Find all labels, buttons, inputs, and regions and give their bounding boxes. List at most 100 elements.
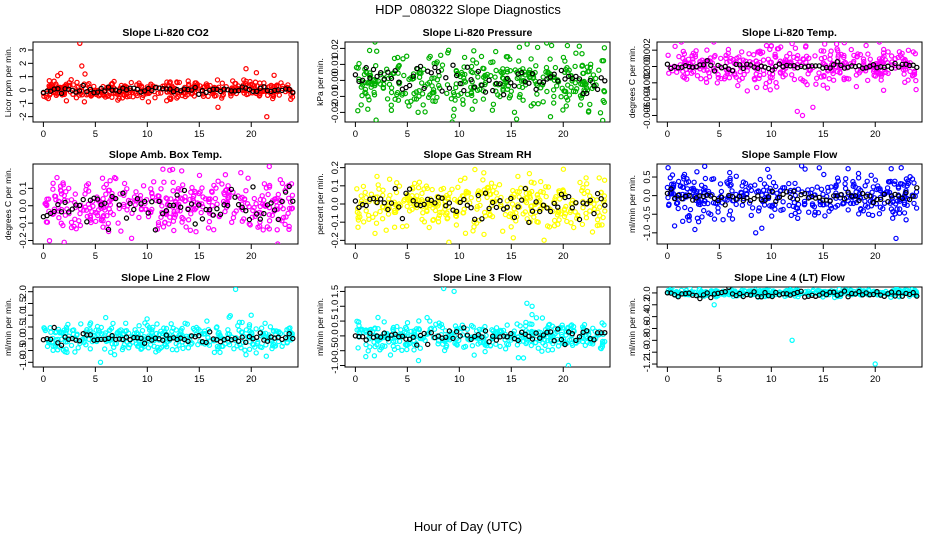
reference-point xyxy=(363,64,369,71)
reference-point xyxy=(261,210,267,217)
data-point xyxy=(439,324,446,331)
data-point xyxy=(821,171,827,178)
data-point xyxy=(682,204,688,211)
reference-point xyxy=(591,210,597,217)
reference-point xyxy=(881,293,888,299)
data-point xyxy=(169,346,176,353)
data-point xyxy=(770,179,777,186)
data-point xyxy=(392,96,398,102)
reference-point xyxy=(906,196,913,203)
data-point xyxy=(800,56,806,62)
data-point xyxy=(374,173,380,180)
data-point xyxy=(358,327,365,333)
reference-point xyxy=(457,199,463,206)
data-point xyxy=(114,331,121,337)
reference-point xyxy=(84,219,90,225)
data-point xyxy=(420,102,426,108)
reference-point xyxy=(443,74,449,81)
data-point xyxy=(233,208,239,214)
data-point xyxy=(514,342,521,348)
data-point xyxy=(736,77,743,83)
reference-point xyxy=(185,338,191,344)
series-points xyxy=(352,166,608,244)
reference-point xyxy=(729,67,736,74)
data-point xyxy=(83,186,89,193)
reference-point xyxy=(243,339,249,345)
reference-point xyxy=(515,204,521,210)
data-point xyxy=(153,349,159,355)
reference-point xyxy=(529,70,536,77)
reference-point xyxy=(243,207,249,214)
data-point xyxy=(843,175,849,182)
data-point xyxy=(257,196,263,203)
series-points xyxy=(40,42,296,120)
data-point xyxy=(251,195,257,202)
reference-point xyxy=(831,289,837,295)
data-point xyxy=(435,341,441,347)
data-point xyxy=(445,50,451,56)
data-point xyxy=(401,198,407,204)
data-point xyxy=(907,68,913,75)
data-point xyxy=(196,190,202,197)
reference-point xyxy=(547,329,554,335)
data-point xyxy=(503,54,510,60)
reference-point xyxy=(722,289,728,295)
data-point xyxy=(262,320,268,326)
data-point xyxy=(468,194,474,201)
y-tick-label: 0.5 xyxy=(642,170,653,183)
data-point xyxy=(214,77,221,83)
data-point xyxy=(411,180,418,187)
y-tick-label: 0.2 xyxy=(330,161,341,174)
x-tick-label: 10 xyxy=(766,251,777,262)
data-point xyxy=(792,180,798,187)
data-point xyxy=(816,70,822,76)
data-point xyxy=(533,339,539,346)
data-point xyxy=(506,95,513,101)
reference-point xyxy=(598,195,604,202)
data-point xyxy=(475,190,481,196)
data-point xyxy=(725,50,731,57)
data-point xyxy=(471,352,477,358)
data-point xyxy=(253,350,259,356)
data-point xyxy=(407,197,414,204)
reference-point xyxy=(359,77,366,84)
data-point xyxy=(568,220,574,226)
data-point xyxy=(360,183,367,190)
data-point xyxy=(579,338,586,345)
data-point xyxy=(243,187,249,194)
reference-point xyxy=(374,73,380,80)
data-point xyxy=(167,167,173,173)
data-point xyxy=(583,214,590,221)
data-point xyxy=(460,101,466,107)
data-point xyxy=(911,68,918,75)
reference-point xyxy=(769,67,775,73)
x-tick-label: 0 xyxy=(41,129,46,140)
data-point xyxy=(574,85,580,92)
data-point xyxy=(58,220,65,226)
data-point xyxy=(711,216,718,222)
data-point xyxy=(545,347,551,353)
data-point xyxy=(534,218,540,225)
y-tick-label: 0.02 xyxy=(330,39,341,58)
reference-point xyxy=(751,195,757,202)
data-point xyxy=(372,42,378,45)
data-point xyxy=(115,97,121,103)
data-point xyxy=(484,343,490,349)
data-point xyxy=(865,77,871,84)
data-point xyxy=(174,79,180,85)
data-point xyxy=(818,48,824,54)
data-point xyxy=(366,97,372,103)
data-point xyxy=(474,203,480,210)
reference-point xyxy=(112,195,119,202)
data-point xyxy=(417,335,423,342)
reference-point xyxy=(765,194,772,200)
data-point xyxy=(718,188,725,195)
data-point xyxy=(461,206,467,212)
data-point xyxy=(857,51,864,58)
data-point xyxy=(140,183,147,189)
reference-point xyxy=(464,332,471,338)
reference-point xyxy=(591,337,597,343)
reference-point xyxy=(910,193,916,199)
data-point xyxy=(169,166,176,173)
data-point xyxy=(505,341,512,348)
